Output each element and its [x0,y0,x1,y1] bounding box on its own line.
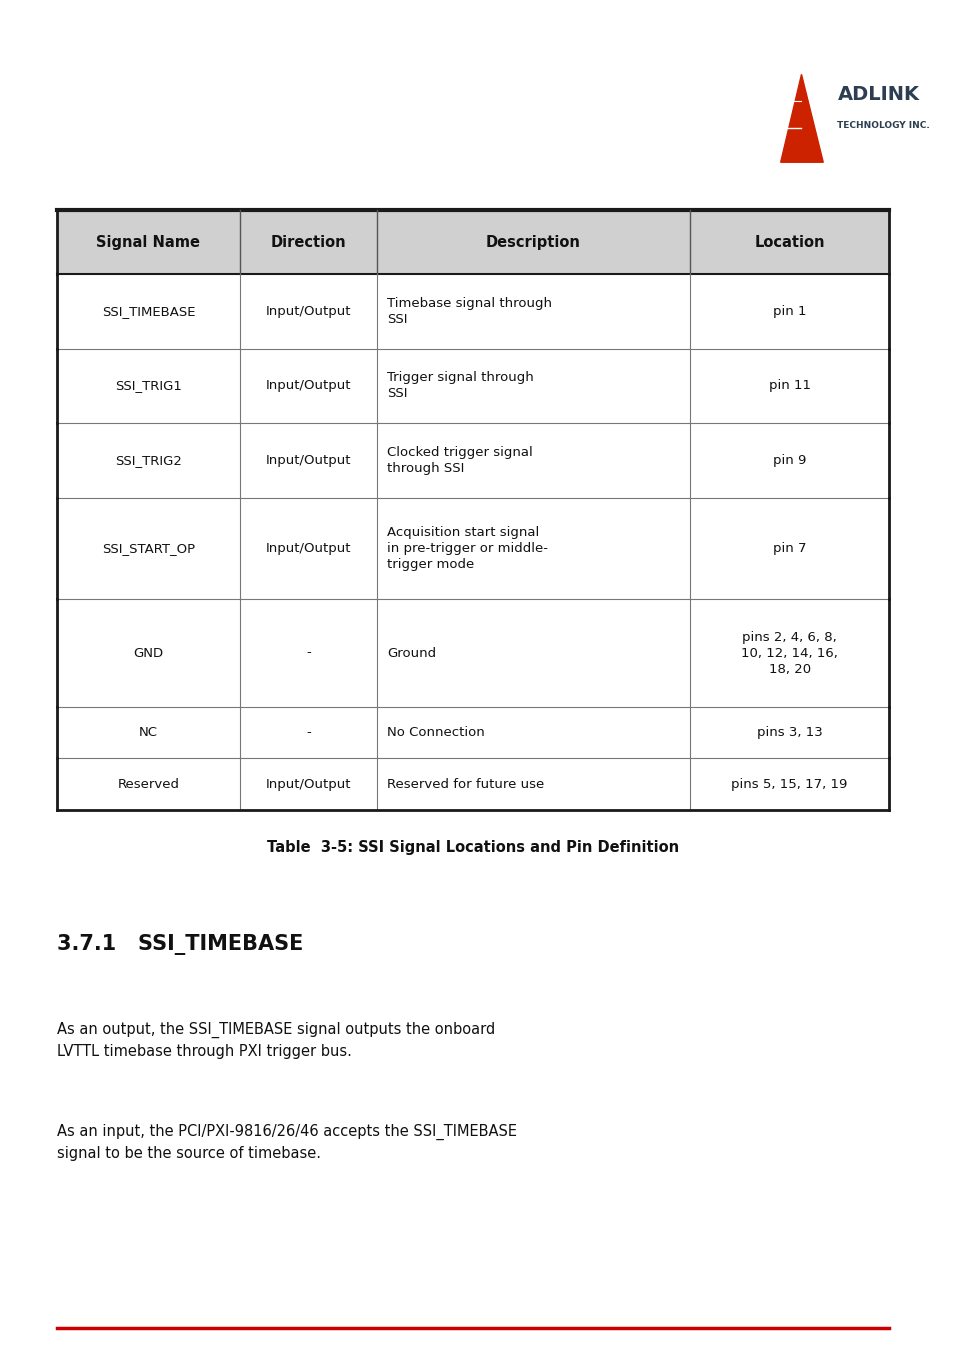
Text: pin 9: pin 9 [772,454,805,466]
Bar [57,758,888,810]
Text: pins 2, 4, 6, 8,
10, 12, 14, 16,
18, 20: pins 2, 4, 6, 8, 10, 12, 14, 16, 18, 20 [740,630,837,676]
Text: Signal Name: Signal Name [96,234,200,250]
Bar [57,498,888,599]
Text: No Connection: No Connection [386,726,484,740]
Text: SSI_TIMEBASE: SSI_TIMEBASE [102,306,195,318]
Text: NC: NC [139,726,157,740]
Text: 3.7.1   SSI_TIMEBASE: 3.7.1 SSI_TIMEBASE [57,934,303,956]
Text: Description: Description [486,234,580,250]
Text: SSI_TRIG2: SSI_TRIG2 [114,454,182,466]
Bar [57,423,888,498]
Text: pins 5, 15, 17, 19: pins 5, 15, 17, 19 [731,777,847,791]
Polygon shape [780,74,822,162]
Text: Table  3-5: SSI Signal Locations and Pin Definition: Table 3-5: SSI Signal Locations and Pin … [267,840,679,854]
Text: Direction: Direction [271,234,346,250]
Text: -: - [306,646,311,660]
Bar [57,599,888,707]
Text: TECHNOLOGY INC.: TECHNOLOGY INC. [837,122,929,130]
Text: Input/Output: Input/Output [266,306,351,318]
Text: pins 3, 13: pins 3, 13 [756,726,821,740]
Text: As an input, the PCI/PXI-9816/26/46 accepts the SSI_TIMEBASE
signal to be the so: As an input, the PCI/PXI-9816/26/46 acce… [57,1124,517,1161]
Text: pin 7: pin 7 [772,542,805,554]
Text: Input/Output: Input/Output [266,777,351,791]
Text: As an output, the SSI_TIMEBASE signal outputs the onboard
LVTTL timebase through: As an output, the SSI_TIMEBASE signal ou… [57,1022,495,1060]
Bar [57,707,888,758]
Text: SSI_START_OP: SSI_START_OP [102,542,194,554]
Text: ADLINK: ADLINK [837,85,919,104]
Text: SSI_TRIG1: SSI_TRIG1 [114,380,182,392]
Text: Input/Output: Input/Output [266,380,351,392]
Text: pin 11: pin 11 [768,380,810,392]
Text: -: - [306,726,311,740]
Text: Reserved: Reserved [117,777,179,791]
Text: Trigger signal through
SSI: Trigger signal through SSI [386,372,533,400]
Text: Timebase signal through
SSI: Timebase signal through SSI [386,297,551,326]
Text: Acquisition start signal
in pre-trigger or middle-
trigger mode: Acquisition start signal in pre-trigger … [386,526,547,571]
Text: Ground: Ground [386,646,436,660]
Text: GND: GND [133,646,163,660]
Text: Clocked trigger signal
through SSI: Clocked trigger signal through SSI [386,446,532,475]
Text: pin 1: pin 1 [772,306,805,318]
Text: Location: Location [754,234,824,250]
Bar [57,210,888,274]
Text: Input/Output: Input/Output [266,542,351,554]
Bar [57,274,888,349]
Bar [57,349,888,423]
Text: Input/Output: Input/Output [266,454,351,466]
Text: Reserved for future use: Reserved for future use [386,777,543,791]
